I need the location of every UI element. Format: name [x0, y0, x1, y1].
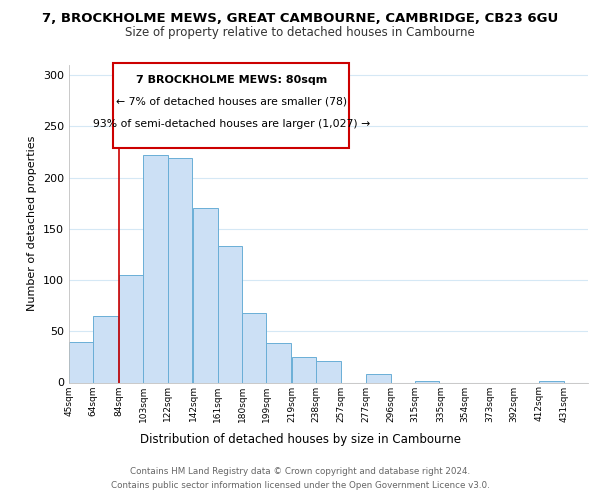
- Bar: [316, 361, 341, 382]
- Text: ← 7% of detached houses are smaller (78): ← 7% of detached houses are smaller (78): [116, 97, 347, 107]
- Text: Contains public sector information licensed under the Open Government Licence v3: Contains public sector information licen…: [110, 481, 490, 490]
- Bar: [292, 357, 316, 382]
- Bar: [143, 155, 167, 382]
- Text: Distribution of detached houses by size in Cambourne: Distribution of detached houses by size …: [139, 432, 461, 446]
- Y-axis label: Number of detached properties: Number of detached properties: [28, 136, 37, 312]
- Bar: [266, 342, 290, 382]
- Bar: [167, 158, 192, 382]
- Bar: [69, 342, 94, 382]
- Bar: [119, 275, 143, 382]
- FancyBboxPatch shape: [113, 64, 349, 148]
- Bar: [242, 313, 266, 382]
- Bar: [193, 208, 218, 382]
- Text: 7, BROCKHOLME MEWS, GREAT CAMBOURNE, CAMBRIDGE, CB23 6GU: 7, BROCKHOLME MEWS, GREAT CAMBOURNE, CAM…: [42, 12, 558, 26]
- Bar: [367, 374, 391, 382]
- Bar: [94, 316, 118, 382]
- Text: Size of property relative to detached houses in Cambourne: Size of property relative to detached ho…: [125, 26, 475, 39]
- Bar: [218, 246, 242, 382]
- Text: 7 BROCKHOLME MEWS: 80sqm: 7 BROCKHOLME MEWS: 80sqm: [136, 74, 327, 85]
- Text: Contains HM Land Registry data © Crown copyright and database right 2024.: Contains HM Land Registry data © Crown c…: [130, 468, 470, 476]
- Text: 93% of semi-detached houses are larger (1,027) →: 93% of semi-detached houses are larger (…: [92, 119, 370, 129]
